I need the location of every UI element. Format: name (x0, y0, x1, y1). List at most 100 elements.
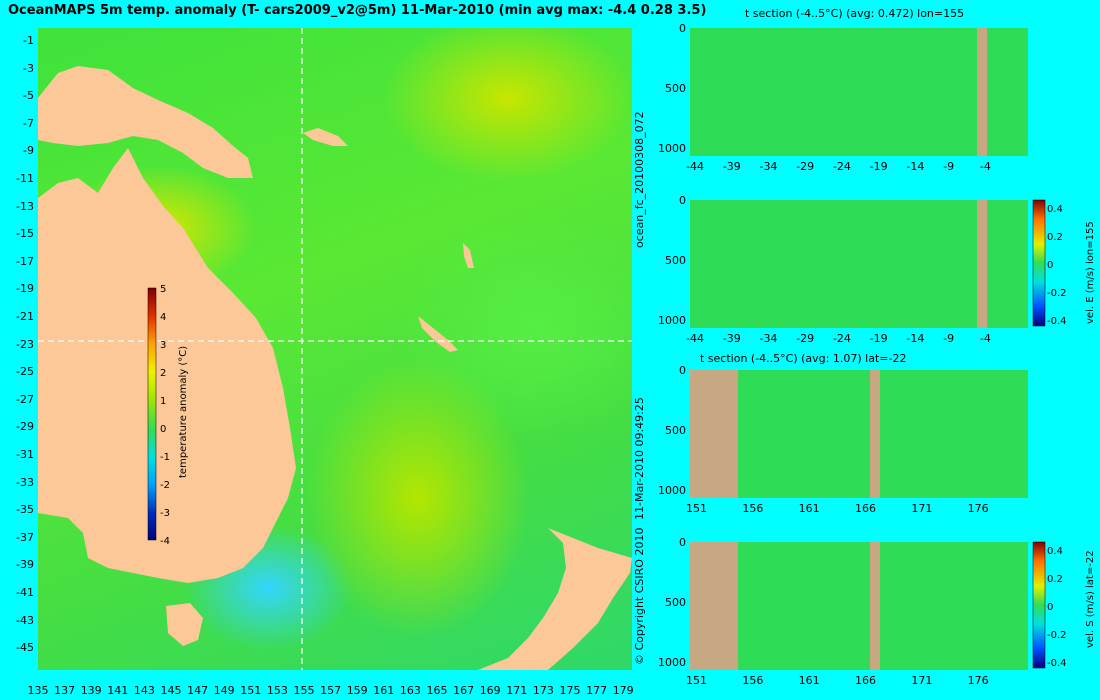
section-xtick: -39 (722, 160, 741, 173)
new-guinea-land (38, 66, 253, 178)
new-caledonia-land (418, 316, 458, 352)
map-colorbar-tick: 2 (160, 368, 166, 379)
map-xtick: 147 (187, 684, 209, 697)
map-ytick: -35 (16, 503, 34, 517)
vel-colorbar-tick: -0.4 (1047, 316, 1067, 327)
vel-colorbar-tick: 0.2 (1047, 574, 1063, 585)
vel-colorbar-tick: 0 (1047, 602, 1053, 613)
map-xtick: 173 (532, 684, 554, 697)
section-xtick: -39 (722, 332, 741, 345)
section-xtick: -24 (832, 160, 851, 173)
section-ytick: 1000 (658, 142, 686, 155)
map-colorbar-tick: 4 (160, 312, 166, 323)
vel-colorbar-tick: 0.2 (1047, 232, 1063, 243)
australia-land (38, 148, 296, 583)
map-colorbar-tick: -4 (160, 536, 170, 547)
section-xtick: 151 (686, 674, 707, 687)
section4-land-strip (870, 542, 880, 670)
section2-panel[interactable] (690, 200, 1028, 328)
section3-panel[interactable] (690, 370, 1028, 498)
section-ytick: 500 (665, 82, 686, 95)
section-xtick: -4 (979, 332, 991, 345)
section3-land-strip (870, 370, 880, 498)
section-xtick: 166 (855, 674, 876, 687)
map-xtick: 149 (213, 684, 235, 697)
section-xtick: -14 (906, 160, 925, 173)
map-svg (38, 28, 632, 670)
section-xtick: 151 (686, 502, 707, 515)
section-ytick: 500 (665, 254, 686, 267)
map-ytick: -39 (16, 558, 34, 572)
section-xtick: 161 (798, 502, 820, 515)
map-ytick: -11 (16, 172, 34, 185)
copyright-label: © Copyright CSIRO 2010 (633, 527, 646, 665)
section-xtick: -14 (906, 332, 925, 345)
section-xtick: -4 (979, 160, 991, 173)
section-ytick: 0 (679, 536, 686, 549)
map-xtick: 157 (320, 684, 342, 697)
map-colorbar-tick: -2 (160, 480, 170, 491)
section-xtick: -44 (686, 160, 704, 173)
section-xtick: 176 (967, 674, 989, 687)
map-xtick: 135 (27, 684, 49, 697)
section-xtick: -34 (759, 332, 778, 345)
anomaly-map[interactable]: 5 4 3 2 1 0 -1 -2 -3 -4 temperature anomaly (°C) (38, 28, 632, 670)
vel-e-colorbar-label: vel. E (m/s) lon=155 (1085, 221, 1096, 324)
map-colorbar-tick: -3 (160, 508, 170, 519)
vel-colorbar-tick: -0.2 (1047, 288, 1067, 299)
map-xtick: 175 (559, 684, 581, 697)
map-xtick: 161 (373, 684, 395, 697)
vel-colorbar-tick: -0.2 (1047, 630, 1067, 641)
map-xtick: 177 (586, 684, 608, 697)
section1-title: t section (-4..5°C) (avg: 0.472) lon=155 (745, 7, 965, 20)
vel-e-colorbar: 0.4 0.2 0 -0.2 -0.4 vel. E (m/s) lon=155 (1032, 199, 1096, 327)
section-xtick: -19 (869, 332, 888, 345)
section-xtick: -29 (796, 160, 815, 173)
section-xtick: -9 (943, 332, 955, 345)
vel-s-colorbar: 0.4 0.2 0 -0.2 -0.4 vel. S (m/s) lat=-22 (1032, 541, 1096, 669)
map-ytick: -3 (23, 61, 34, 75)
new-zealand-land (478, 528, 632, 670)
map-xtick: 141 (107, 684, 129, 697)
timestamp-label: 11-Mar-2010 09:49:25 (633, 397, 646, 520)
vel-colorbar-tick: 0 (1047, 260, 1053, 271)
section-ytick: 500 (665, 424, 686, 437)
map-xtick: 155 (293, 684, 315, 697)
section-xtick: -29 (796, 332, 815, 345)
section-xtick: 156 (742, 502, 764, 515)
section-xtick: 161 (798, 674, 820, 687)
section2-land (977, 200, 987, 328)
vel-colorbar-tick: 0.4 (1047, 546, 1063, 557)
map-xtick: 163 (399, 684, 421, 697)
map-colorbar: 5 4 3 2 1 0 -1 -2 -3 -4 temperature anomaly (°C) (147, 284, 189, 547)
section-xtick: 171 (911, 502, 933, 515)
section1-land (977, 28, 987, 156)
map-xtick: 137 (54, 684, 76, 697)
section3-title: t section (-4..5°C) (avg: 1.07) lat=-22 (700, 352, 907, 365)
map-colorbar-tick: 1 (160, 396, 166, 407)
section-ytick: 500 (665, 596, 686, 609)
map-xtick: 151 (240, 684, 262, 697)
section1-panel[interactable] (690, 28, 1028, 156)
map-xtick: 145 (160, 684, 182, 697)
map-ytick: -17 (16, 254, 34, 268)
new-britain-land (303, 128, 348, 146)
map-ytick: -15 (16, 227, 34, 241)
section-xtick: 171 (911, 674, 933, 687)
section-xtick: 156 (742, 674, 764, 687)
map-xtick: 179 (612, 684, 634, 697)
map-ytick: -33 (16, 475, 34, 489)
section-ytick: 0 (679, 22, 686, 35)
section4-panel[interactable] (690, 542, 1028, 670)
tasmania-land (166, 603, 203, 646)
map-ytick: -19 (16, 282, 34, 296)
map-ytick: -27 (16, 392, 34, 406)
section-xtick: 176 (967, 502, 989, 515)
map-xtick: 139 (80, 684, 102, 697)
section-xtick: -34 (759, 160, 778, 173)
map-xtick: 143 (133, 684, 155, 697)
page-title: OceanMAPS 5m temp. anomaly (T- cars2009_… (8, 3, 707, 18)
map-colorbar-tick: -1 (160, 452, 170, 463)
map-ytick: -37 (16, 530, 34, 544)
map-ytick: -7 (23, 116, 34, 130)
